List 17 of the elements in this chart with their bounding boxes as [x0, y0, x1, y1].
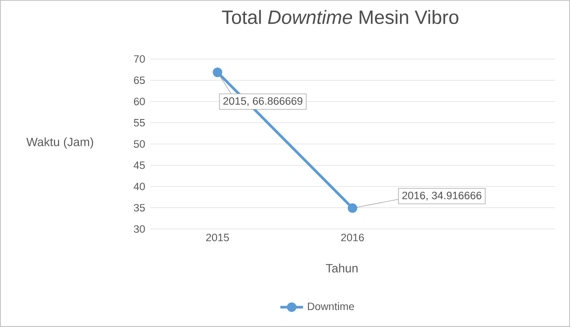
y-tick-label: 30 — [134, 225, 145, 233]
y-tick-label: 50 — [134, 140, 145, 148]
y-tick-label: 45 — [134, 162, 145, 169]
chart-title: Total Downtime Mesin Vibro — [222, 10, 458, 24]
y-tick-label: 60 — [134, 98, 145, 106]
legend-label: Downtime — [308, 302, 354, 310]
y-axis-title: Waktu (Jam) — [26, 137, 94, 149]
y-tick-label: 65 — [134, 76, 145, 84]
x-axis-title: Tahun — [326, 264, 358, 272]
x-tick-label: 2016 — [341, 234, 364, 242]
data-label: 2016, 34.916666 — [402, 192, 482, 200]
y-tick-label: 35 — [134, 204, 145, 212]
y-tick-label: 55 — [134, 119, 145, 126]
data-label: 2015, 66.866669 — [223, 97, 302, 106]
y-tick-label: 40 — [134, 182, 145, 190]
y-tick-label: 70 — [134, 55, 145, 63]
x-tick-label: 2015 — [206, 234, 229, 242]
